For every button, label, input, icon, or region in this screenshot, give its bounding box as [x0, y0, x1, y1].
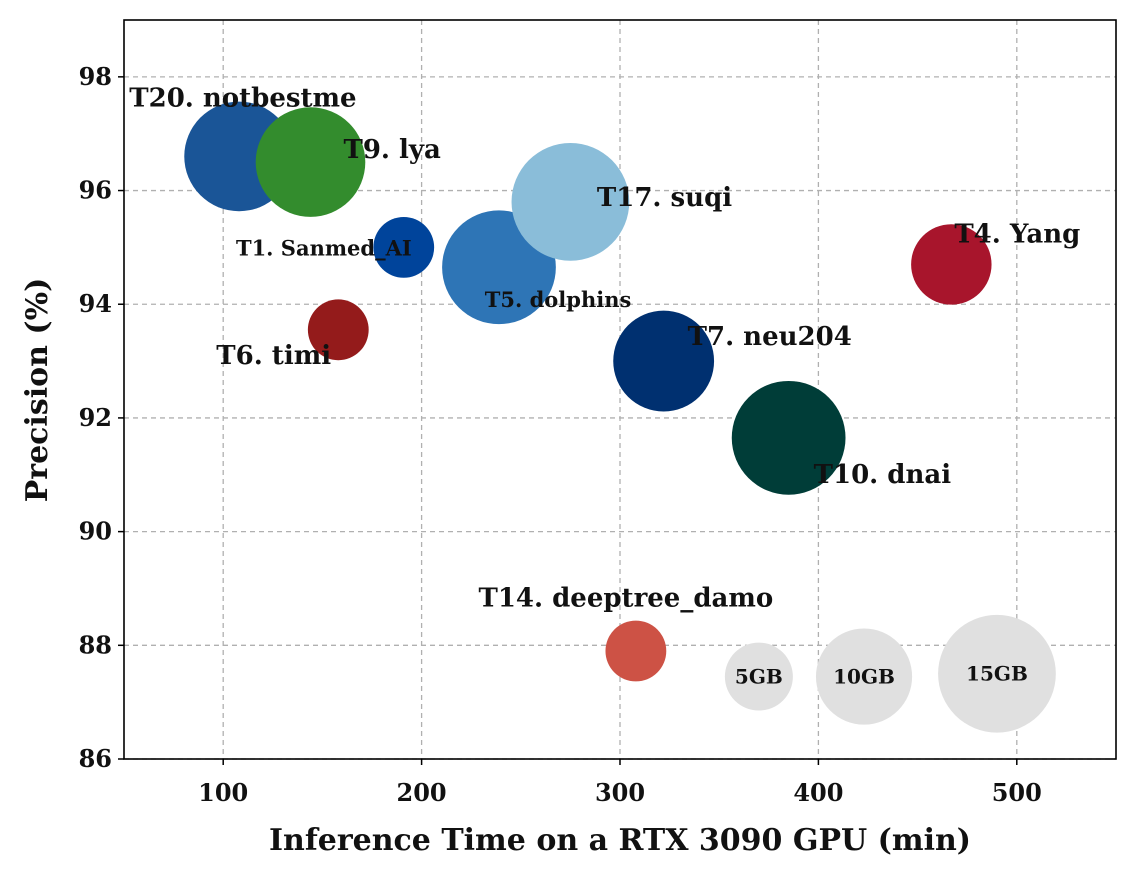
x-axis-title: Inference Time on a RTX 3090 GPU (min)	[269, 823, 971, 858]
x-tick-label: 200	[397, 778, 447, 807]
bubble-point	[605, 620, 667, 682]
point-label: T10. dnai	[814, 460, 952, 490]
point-label: T20. notbestme	[129, 84, 356, 114]
bubble-point	[731, 380, 846, 495]
bubble-point	[373, 216, 435, 278]
point-label: T5. dolphins	[485, 287, 632, 312]
bubble-point	[613, 310, 715, 412]
size-legend: 5GB 10GB 15GB	[724, 614, 1056, 733]
legend-bubble	[938, 614, 1056, 733]
y-axis-title: Precision (%)	[20, 278, 55, 503]
x-tick-label: 300	[595, 778, 645, 807]
y-tick-label: 90	[79, 517, 112, 546]
bubble-point	[255, 107, 366, 217]
bubble-point	[911, 224, 992, 305]
point-label: T17. suqi	[597, 183, 732, 213]
legend-label: 10GB	[833, 665, 895, 689]
y-tick-label: 98	[79, 62, 112, 91]
y-tick-label: 88	[79, 630, 112, 659]
legend-label: 15GB	[966, 662, 1028, 686]
legend-bubble	[815, 628, 913, 725]
axis-ticks: 100 200 300 400 500 86 88 90 92 94 96 98	[79, 62, 1042, 807]
x-tick-label: 500	[992, 778, 1042, 807]
point-label: T14. deeptree_damo	[478, 584, 773, 614]
point-label: T7. neu204	[688, 322, 852, 352]
point-labels: T20. notbestme T9. lya T1. Sanmed_AI T5. do…	[129, 84, 1080, 614]
y-tick-label: 96	[79, 176, 112, 205]
point-label: T6. timi	[216, 341, 331, 371]
point-label: T1. Sanmed_AI	[236, 235, 412, 260]
y-tick-label: 94	[79, 289, 112, 318]
x-tick-label: 100	[198, 778, 248, 807]
x-tick-label: 400	[793, 778, 843, 807]
point-label: T4. Yang	[954, 219, 1080, 249]
legend-label: 5GB	[735, 665, 783, 689]
y-tick-label: 92	[79, 403, 112, 432]
legend-bubble	[724, 642, 793, 711]
bubbles	[184, 101, 992, 682]
bubble-point	[511, 143, 630, 261]
bubble-point	[307, 299, 369, 361]
point-label: T9. lya	[343, 135, 441, 165]
y-tick-label: 86	[79, 744, 112, 773]
